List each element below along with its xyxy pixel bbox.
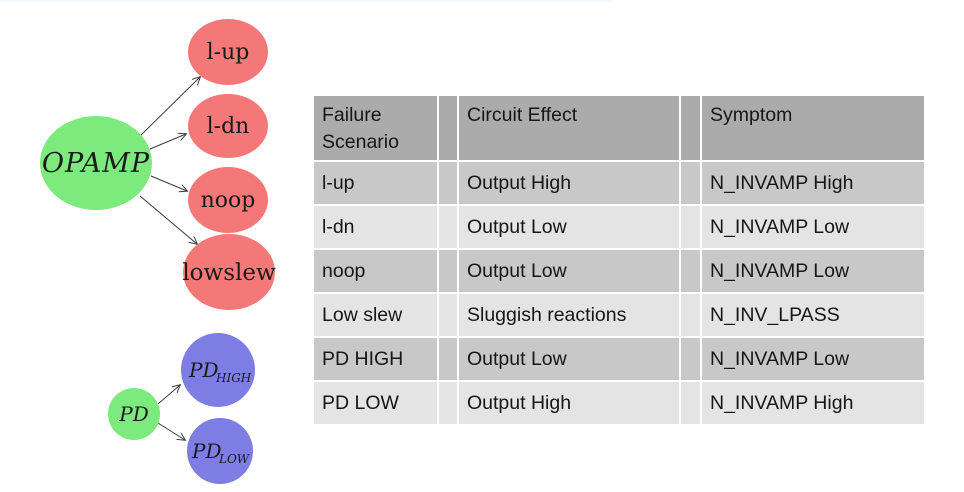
cell-symptom: N_INVAMP Low bbox=[702, 206, 924, 248]
pd-high-node: PD HIGH bbox=[181, 333, 255, 407]
pd-node-label: PD bbox=[118, 402, 149, 426]
edge-pd-pdlow bbox=[157, 422, 185, 440]
cell-spacer bbox=[681, 338, 700, 380]
cell-scenario: l-dn bbox=[314, 206, 437, 248]
cell-scenario: PD LOW bbox=[314, 382, 437, 424]
failure-symptom-table: Failure Scenario Circuit Effect Symptom … bbox=[312, 94, 926, 426]
header-spacer-2 bbox=[681, 96, 700, 160]
pd-low-node-label: PD bbox=[191, 439, 222, 463]
cell-symptom: N_INVAMP Low bbox=[702, 250, 924, 292]
table-row-ldn: l-dn Output Low N_INVAMP Low bbox=[314, 206, 924, 248]
edge-pd-pdhigh bbox=[157, 385, 180, 405]
edge-opamp-lup bbox=[137, 77, 200, 139]
cell-scenario: Low slew bbox=[314, 294, 437, 336]
lup-node: l-up bbox=[188, 19, 268, 85]
cell-symptom: N_INV_LPASS bbox=[702, 294, 924, 336]
cell-effect: Sluggish reactions bbox=[459, 294, 679, 336]
noop-node: noop bbox=[188, 167, 268, 233]
header-spacer-1 bbox=[439, 96, 457, 160]
cell-spacer bbox=[439, 250, 457, 292]
cell-effect: Output Low bbox=[459, 206, 679, 248]
table-row-pdlow: PD LOW Output High N_INVAMP High bbox=[314, 382, 924, 424]
table-header-row: Failure Scenario Circuit Effect Symptom bbox=[314, 96, 924, 160]
cell-spacer bbox=[439, 162, 457, 204]
cell-effect: Output High bbox=[459, 162, 679, 204]
cell-spacer bbox=[681, 206, 700, 248]
table-row-noop: noop Output Low N_INVAMP Low bbox=[314, 250, 924, 292]
header-symptom: Symptom bbox=[702, 96, 924, 160]
cell-effect: Output Low bbox=[459, 338, 679, 380]
cell-symptom: N_INVAMP High bbox=[702, 382, 924, 424]
opamp-tree-edges bbox=[137, 77, 200, 244]
cell-symptom: N_INVAMP High bbox=[702, 162, 924, 204]
cell-spacer bbox=[681, 162, 700, 204]
header-failure-scenario: Failure Scenario bbox=[314, 96, 437, 160]
edge-opamp-noop bbox=[150, 175, 187, 191]
table-row-lowslew: Low slew Sluggish reactions N_INV_LPASS bbox=[314, 294, 924, 336]
header-circuit-effect: Circuit Effect bbox=[459, 96, 679, 160]
pd-low-node-subscript: LOW bbox=[218, 452, 251, 466]
top-accent-strip bbox=[0, 0, 612, 2]
ldn-node-label: l-dn bbox=[207, 114, 250, 139]
cell-spacer bbox=[439, 294, 457, 336]
opamp-node: OPAMP bbox=[40, 116, 152, 210]
pd-tree-edges bbox=[157, 385, 185, 440]
lup-node-label: l-up bbox=[207, 40, 250, 65]
fault-tree-diagram: OPAMP l-up l-dn noop lowslew PD PD HIG bbox=[40, 19, 276, 484]
cell-spacer bbox=[681, 294, 700, 336]
cell-effect: Output Low bbox=[459, 250, 679, 292]
ldn-node: l-dn bbox=[188, 94, 268, 158]
opamp-node-label: OPAMP bbox=[42, 148, 150, 179]
pd-node: PD bbox=[108, 388, 160, 440]
cell-spacer bbox=[439, 338, 457, 380]
pd-low-node: PD LOW bbox=[187, 418, 253, 484]
cell-spacer bbox=[681, 250, 700, 292]
edge-opamp-lowslew bbox=[139, 195, 197, 244]
cell-effect: Output High bbox=[459, 382, 679, 424]
pd-high-node-label: PD bbox=[188, 358, 219, 382]
cell-spacer bbox=[681, 382, 700, 424]
edge-opamp-ldn bbox=[149, 134, 186, 150]
lowslew-node: lowslew bbox=[182, 234, 276, 310]
cell-spacer bbox=[439, 206, 457, 248]
pd-high-node-subscript: HIGH bbox=[215, 371, 252, 385]
cell-spacer bbox=[439, 382, 457, 424]
lowslew-node-label: lowslew bbox=[182, 260, 276, 286]
cell-scenario: noop bbox=[314, 250, 437, 292]
table-row-lup: l-up Output High N_INVAMP High bbox=[314, 162, 924, 204]
noop-node-label: noop bbox=[201, 188, 256, 213]
cell-symptom: N_INVAMP Low bbox=[702, 338, 924, 380]
cell-scenario: PD HIGH bbox=[314, 338, 437, 380]
table-row-pdhigh: PD HIGH Output Low N_INVAMP Low bbox=[314, 338, 924, 380]
cell-scenario: l-up bbox=[314, 162, 437, 204]
